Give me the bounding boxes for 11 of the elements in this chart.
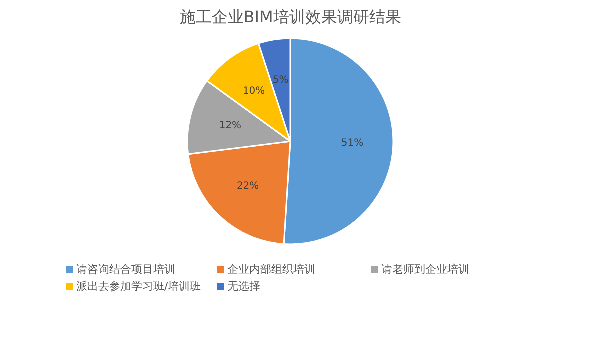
legend-label: 企业内部组织培训 [228,263,316,276]
data-label: 10% [242,86,266,97]
legend-label: 派出去参加学习班/培训班 [76,280,202,293]
chart-title: 施工企业BIM培训效果调研结果 [180,8,402,26]
data-label: 5% [272,74,289,86]
legend-label: 请咨询结合项目培训 [76,263,176,276]
data-label: 22% [236,181,260,192]
legend-label: 请老师到企业培训 [382,263,470,276]
data-label: 51% [341,138,364,149]
data-label: 12% [219,120,242,132]
legend-label: 无选择 [228,280,260,293]
